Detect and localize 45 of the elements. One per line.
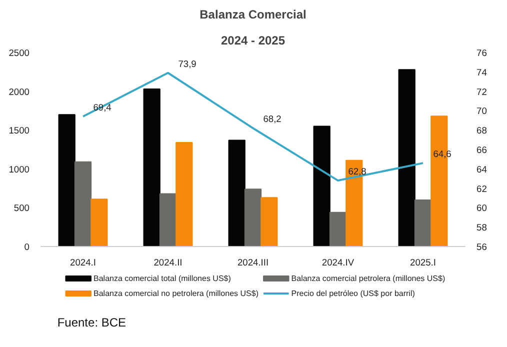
bar <box>58 114 76 246</box>
x-tick-label: 2024.IV <box>322 258 355 268</box>
y2-tick-label: 66 <box>476 145 487 155</box>
bar <box>228 140 246 246</box>
bar <box>398 69 416 246</box>
bar <box>313 126 330 246</box>
y2-tick-label: 76 <box>476 48 487 58</box>
y-tick-label: 1500 <box>8 126 30 136</box>
y2-tick-label: 62 <box>476 184 487 194</box>
bar <box>159 193 177 246</box>
y2-tick-label: 72 <box>476 86 487 97</box>
y-tick-label: 500 <box>14 203 30 214</box>
y-tick-label: 2000 <box>8 86 30 97</box>
y-tick-label: 2500 <box>8 48 30 58</box>
source-note: Fuente: BCE <box>57 316 126 330</box>
y2-tick-label: 60 <box>476 203 487 214</box>
y2-tick-label: 64 <box>476 164 487 174</box>
legend-label: Balanza comercial petrolera (millones US$) <box>291 274 446 283</box>
x-tick-label: 2025.I <box>410 258 436 268</box>
y2-tick-label: 56 <box>476 242 487 252</box>
x-tick-label: 2024.I <box>70 258 96 268</box>
bar <box>90 198 108 246</box>
data-label: 68,2 <box>263 114 282 124</box>
legend-label: Balanza comercial no petrolera (millones US$) <box>94 289 259 298</box>
line-series <box>82 72 424 182</box>
y2-tick-label: 70 <box>476 106 487 116</box>
bar <box>244 188 262 246</box>
y2-tick-label: 74 <box>476 67 487 78</box>
x-tick-label: 2024.II <box>154 258 182 268</box>
chart-title: Balanza Comercial <box>200 8 306 22</box>
bar <box>329 212 347 246</box>
bar <box>143 88 160 246</box>
y-tick-label: 0 <box>24 242 30 252</box>
data-label: 73,9 <box>178 58 196 69</box>
x-tick-label: 2024.III <box>237 258 269 268</box>
legend-label: Precio del petróleo (US$ por barril) <box>291 289 416 298</box>
bar <box>176 142 193 246</box>
chart-subtitle: 2024 - 2025 <box>220 34 286 48</box>
legend-label: Balanza comercial total (millones US$) <box>94 274 232 283</box>
y2-tick-label: 58 <box>476 222 487 233</box>
y-tick-label: 1000 <box>8 164 30 174</box>
bar <box>74 161 92 246</box>
bar <box>414 199 432 246</box>
y2-tick-label: 68 <box>476 126 487 136</box>
bar <box>260 197 278 246</box>
